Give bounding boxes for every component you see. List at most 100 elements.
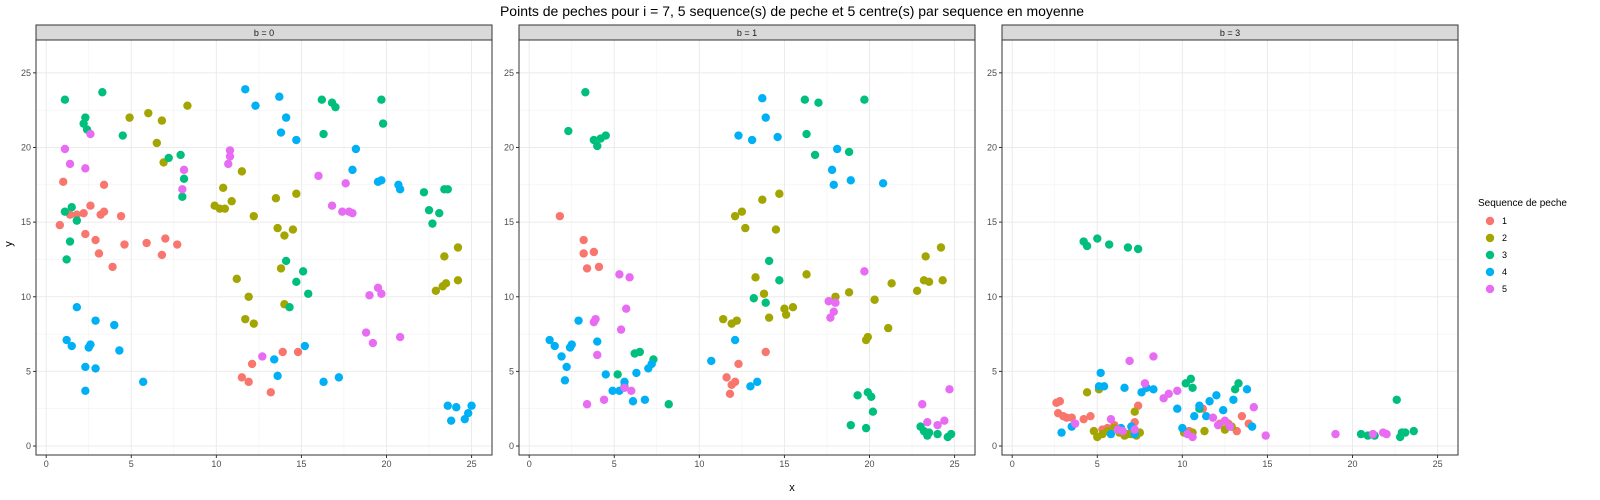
y-tick-label: 15: [504, 217, 514, 227]
data-point-seq-5: [179, 165, 189, 175]
data-point-seq-4: [1242, 385, 1252, 394]
x-tick-label: 5: [129, 459, 134, 469]
data-point-seq-3: [814, 98, 823, 107]
data-point-seq-4: [300, 341, 310, 351]
data-point-seq-5: [940, 416, 949, 425]
data-point-seq-2: [441, 279, 451, 288]
data-point-seq-1: [266, 388, 276, 397]
data-point-seq-2: [781, 310, 791, 319]
data-point-seq-1: [293, 347, 303, 357]
data-point-seq-4: [829, 180, 838, 190]
data-point-seq-2: [912, 286, 922, 295]
data-point-seq-3: [867, 392, 876, 401]
data-point-seq-1: [555, 211, 565, 221]
gridlines: [36, 40, 492, 455]
data-point-seq-3: [946, 429, 956, 439]
data-point-seq-4: [1205, 397, 1214, 406]
x-tick-label: 5: [612, 459, 617, 469]
facet-strip-label: b = 0: [254, 28, 274, 38]
data-point-seq-3: [377, 95, 386, 104]
facet-panel: b = 3 0 5 10 15 20 25 0 5 10 15 20 25: [987, 24, 1459, 469]
x-tick-label: 25: [950, 459, 960, 469]
data-point-seq-1: [173, 240, 182, 249]
data-point-seq-3: [1409, 426, 1418, 436]
data-point-seq-5: [593, 350, 602, 360]
y-tick-label: 5: [26, 366, 31, 376]
data-point-seq-2: [921, 252, 930, 261]
legend-key-5: [1485, 284, 1495, 294]
data-point-seq-4: [1195, 401, 1204, 410]
data-point-seq-2: [288, 225, 298, 234]
data-point-seq-3: [331, 102, 340, 112]
data-point-seq-3: [292, 277, 301, 287]
data-point-seq-5: [341, 179, 350, 188]
data-point-seq-2: [280, 231, 289, 240]
x-tick-label: 20: [1347, 459, 1357, 469]
legend: Sequence de peche 1 2 3 4 5: [1478, 198, 1567, 294]
data-point-seq-3: [1186, 374, 1196, 384]
data-point-seq-5: [1225, 422, 1235, 431]
data-point-seq-3: [933, 429, 942, 439]
data-point-seq-4: [1201, 411, 1211, 421]
data-point-seq-2: [271, 194, 281, 203]
panel-border: [1001, 39, 1459, 456]
y-tick-label: 10: [504, 292, 514, 302]
data-point-seq-5: [615, 270, 624, 279]
data-point-seq-3: [317, 95, 327, 104]
data-point-seq-3: [802, 129, 811, 139]
data-point-seq-4: [846, 176, 855, 185]
data-point-seq-4: [334, 373, 344, 382]
data-point-seq-2: [227, 197, 236, 206]
x-tick-label: 10: [1177, 459, 1187, 469]
data-point-seq-4: [557, 352, 566, 361]
y-tick-label: 20: [987, 142, 997, 152]
y-tick-label: 5: [992, 366, 997, 376]
x-tick-label: 25: [467, 459, 477, 469]
data-point-seq-4: [567, 340, 576, 349]
legend-key-3: [1485, 250, 1495, 260]
data-point-seq-4: [1106, 429, 1116, 439]
data-point-seq-2: [125, 113, 134, 122]
data-point-seq-3: [319, 129, 328, 139]
data-point-seq-2: [273, 223, 282, 233]
data-point-seq-4: [241, 85, 250, 94]
y-tick-label: 25: [987, 68, 997, 78]
data-point-seq-4: [734, 131, 743, 140]
data-point-seq-3: [178, 192, 187, 201]
data-point-seq-4: [251, 101, 260, 110]
data-point-seq-3: [1104, 240, 1114, 249]
data-point-seq-4: [463, 409, 473, 418]
data-point-seq-3: [285, 303, 294, 312]
legend-label-1: 1: [1502, 216, 1507, 226]
data-point-seq-5: [1164, 389, 1173, 398]
data-point-seq-2: [730, 211, 740, 221]
data-point-seq-5: [178, 185, 187, 194]
data-point-seq-5: [1070, 419, 1080, 428]
data-point-seq-2: [1130, 407, 1139, 416]
data-point-seq-5: [377, 289, 386, 298]
data-point-seq-1: [59, 177, 68, 187]
data-point-seq-2: [938, 276, 947, 285]
data-point-seq-5: [1331, 429, 1340, 439]
data-point-seq-5: [395, 332, 405, 342]
data-point-seq-2: [758, 195, 767, 204]
data-point-seq-3: [164, 153, 173, 163]
data-point-seq-3: [613, 370, 622, 379]
data-point-seq-2: [249, 319, 258, 328]
data-point-seq-5: [918, 400, 927, 409]
panels: b = 0 0 5 10 15 20 25 0 5 10 15 20 25 b = 1 0 5 10 15 20 25…: [21, 24, 1459, 469]
data-point-seq-1: [99, 180, 109, 190]
data-point-seq-1: [108, 262, 117, 272]
x-tick-label: 15: [1262, 459, 1272, 469]
data-point-seq-2: [924, 277, 934, 287]
data-points: [55, 85, 476, 425]
y-tick-label: 0: [509, 441, 514, 451]
data-point-seq-4: [608, 386, 617, 396]
data-point-seq-5: [1249, 403, 1259, 412]
data-point-seq-2: [732, 316, 741, 325]
y-tick-label: 25: [504, 68, 514, 78]
legend-key-2: [1485, 233, 1495, 243]
data-point-seq-4: [647, 359, 656, 369]
data-point-seq-5: [314, 171, 323, 181]
y-tick-label: 20: [504, 142, 514, 152]
